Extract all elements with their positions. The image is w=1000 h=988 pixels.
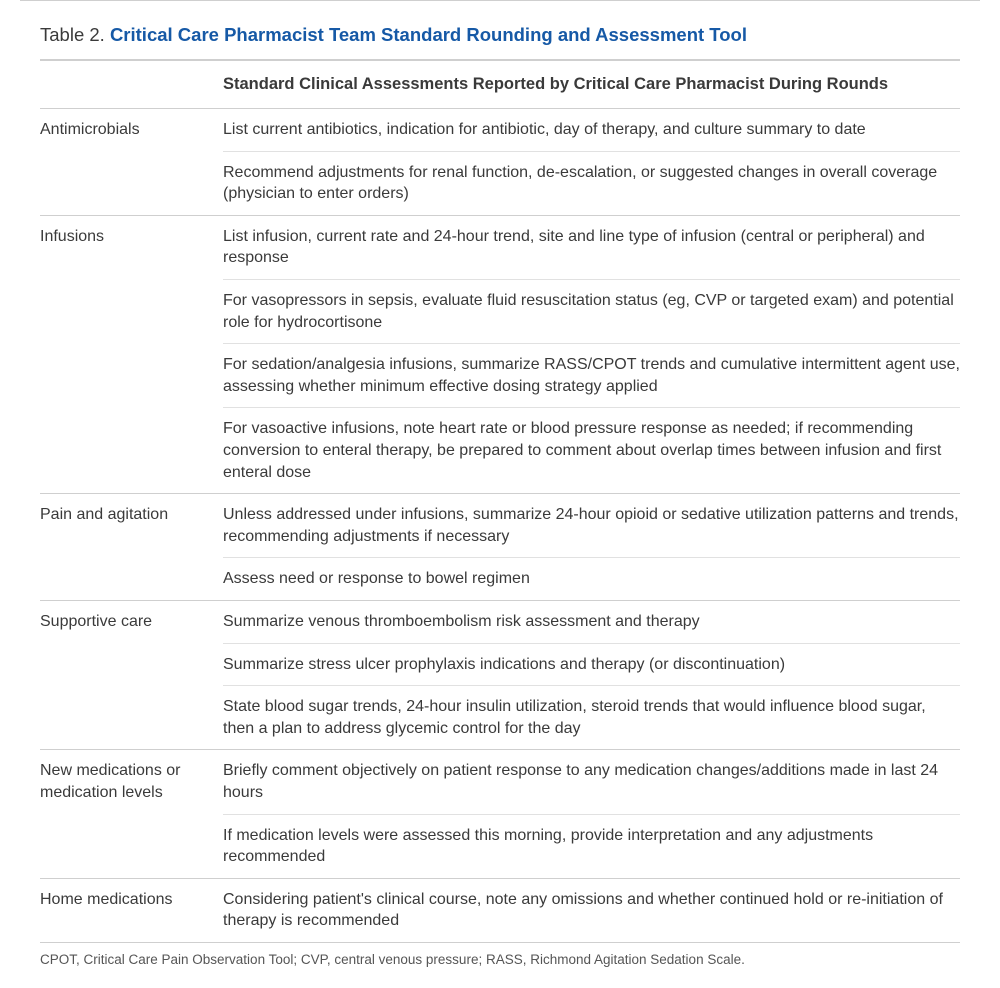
category-cell: Pain and agitation — [40, 494, 223, 600]
assessments-cell: Summarize venous thromboembolism risk as… — [223, 601, 960, 749]
assessment-item: State blood sugar trends, 24-hour insuli… — [223, 685, 960, 749]
assessment-item: Recommend adjustments for renal function… — [223, 151, 960, 215]
title-main: Critical Care Pharmacist Team Standard R… — [110, 24, 747, 45]
header-assessments: Standard Clinical Assessments Reported b… — [223, 61, 960, 108]
category-cell: New medications or medication levels — [40, 750, 223, 877]
category-cell: Infusions — [40, 216, 223, 493]
header-category-blank — [40, 61, 223, 108]
table-row: Pain and agitationUnless addressed under… — [40, 494, 960, 601]
assessment-item: For vasoactive infusions, note heart rat… — [223, 407, 960, 493]
assessment-item: List infusion, current rate and 24-hour … — [223, 216, 960, 279]
title-prefix: Table 2. — [40, 24, 105, 45]
table-row: Home medicationsConsidering patient's cl… — [40, 879, 960, 943]
category-cell: Supportive care — [40, 601, 223, 749]
table-row: InfusionsList infusion, current rate and… — [40, 216, 960, 494]
assessment-item: If medication levels were assessed this … — [223, 814, 960, 878]
assessments-cell: List infusion, current rate and 24-hour … — [223, 216, 960, 493]
assessments-cell: Considering patient's clinical course, n… — [223, 879, 960, 942]
assessment-item: Considering patient's clinical course, n… — [223, 879, 960, 942]
table-row: New medications or medication levelsBrie… — [40, 750, 960, 878]
assessment-item: Unless addressed under infusions, summar… — [223, 494, 960, 557]
assessment-item: For vasopressors in sepsis, evaluate flu… — [223, 279, 960, 343]
assessment-item: Briefly comment objectively on patient r… — [223, 750, 960, 813]
category-cell: Antimicrobials — [40, 109, 223, 215]
table-row: AntimicrobialsList current antibiotics, … — [40, 109, 960, 216]
table-footnote: CPOT, Critical Care Pain Observation Too… — [40, 943, 960, 969]
table-body: AntimicrobialsList current antibiotics, … — [40, 109, 960, 943]
category-cell: Home medications — [40, 879, 223, 942]
column-header-row: Standard Clinical Assessments Reported b… — [40, 61, 960, 109]
assessment-item: For sedation/analgesia infusions, summar… — [223, 343, 960, 407]
table-row: Supportive careSummarize venous thromboe… — [40, 601, 960, 750]
assessment-item: Assess need or response to bowel regimen — [223, 557, 960, 600]
assessments-cell: Briefly comment objectively on patient r… — [223, 750, 960, 877]
assessment-item: Summarize stress ulcer prophylaxis indic… — [223, 643, 960, 686]
assessment-item: List current antibiotics, indication for… — [223, 109, 960, 151]
assessment-item: Summarize venous thromboembolism risk as… — [223, 601, 960, 643]
assessments-cell: Unless addressed under infusions, summar… — [223, 494, 960, 600]
table-container: Table 2. Critical Care Pharmacist Team S… — [20, 0, 980, 988]
table-title: Table 2. Critical Care Pharmacist Team S… — [40, 13, 960, 61]
assessments-cell: List current antibiotics, indication for… — [223, 109, 960, 215]
